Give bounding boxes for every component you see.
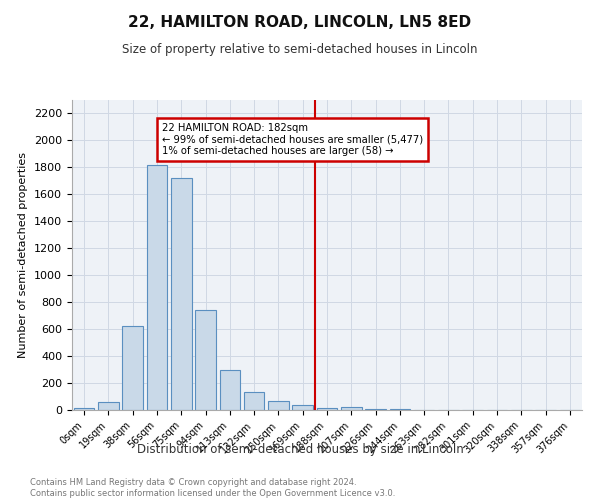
Bar — [268, 401, 289, 410]
Y-axis label: Number of semi-detached properties: Number of semi-detached properties — [19, 152, 28, 358]
Bar — [171, 178, 191, 410]
Bar — [122, 326, 143, 410]
Bar — [341, 408, 362, 410]
Bar — [317, 408, 337, 410]
Bar — [365, 408, 386, 410]
Text: 22 HAMILTON ROAD: 182sqm
← 99% of semi-detached houses are smaller (5,477)
1% of: 22 HAMILTON ROAD: 182sqm ← 99% of semi-d… — [162, 123, 423, 156]
Bar — [146, 164, 167, 410]
Text: Distribution of semi-detached houses by size in Lincoln: Distribution of semi-detached houses by … — [137, 442, 463, 456]
Bar — [195, 310, 216, 410]
Bar — [244, 392, 265, 410]
Bar — [98, 402, 119, 410]
Text: Contains HM Land Registry data © Crown copyright and database right 2024.
Contai: Contains HM Land Registry data © Crown c… — [30, 478, 395, 498]
Bar — [220, 370, 240, 410]
Bar — [292, 404, 313, 410]
Text: 22, HAMILTON ROAD, LINCOLN, LN5 8ED: 22, HAMILTON ROAD, LINCOLN, LN5 8ED — [128, 15, 472, 30]
Text: Size of property relative to semi-detached houses in Lincoln: Size of property relative to semi-detach… — [122, 42, 478, 56]
Bar — [74, 408, 94, 410]
